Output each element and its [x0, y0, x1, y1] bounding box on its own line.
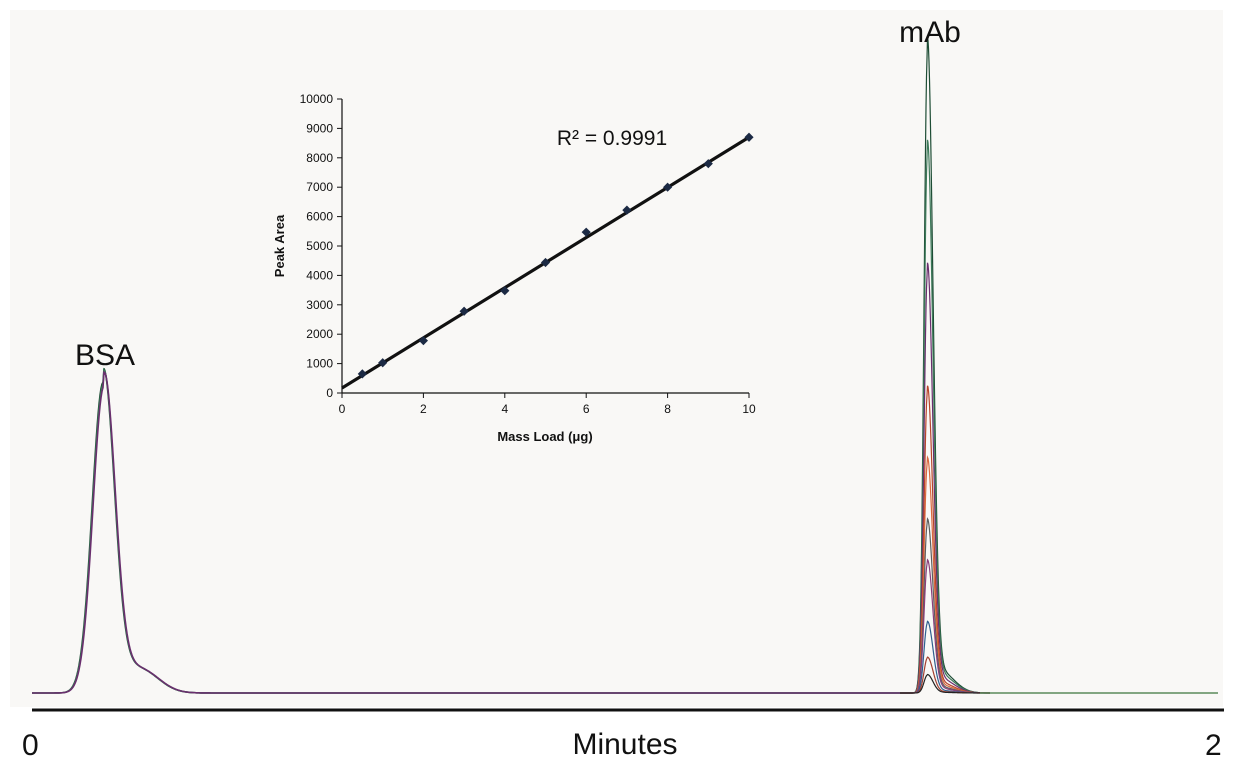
inset-data-point: [459, 306, 469, 316]
inset-y-tick-label: 4000: [306, 268, 333, 282]
inset-data-point: [581, 227, 591, 237]
inset-y-tick-label: 8000: [306, 151, 333, 165]
inset-data-point: [500, 286, 510, 296]
inset-data-point: [357, 369, 367, 379]
inset-x-ticks: 0 2 4 6 8 10: [339, 393, 756, 416]
inset-y-tick-label: 1000: [306, 357, 333, 371]
inset-x-tick-label: 0: [339, 402, 346, 416]
inset-y-tick-label: 5000: [306, 239, 333, 253]
time-axis-label-start: 0: [22, 729, 39, 762]
inset-y-tick-label: 7000: [306, 180, 333, 194]
time-axis-label-end: 2: [1205, 729, 1222, 762]
r-squared-annotation: R² = 0.9991: [557, 127, 667, 150]
chromatogram-background: [10, 10, 1223, 707]
inset-data-point: [378, 358, 388, 368]
inset-y-tick-label: 9000: [306, 121, 333, 135]
inset-x-tick-label: 2: [420, 402, 427, 416]
inset-data-point: [663, 182, 673, 192]
inset-y-tick-label: 6000: [306, 210, 333, 224]
inset-y-ticks: 0 1000 2000 3000 4000 5000 6000 7000 8000 9000 100…: [300, 92, 342, 400]
inset-y-tick-label: 0: [326, 386, 333, 400]
chromatogram-traces: [32, 37, 1218, 694]
inset-data-points: [357, 132, 754, 379]
inset-data-point: [622, 205, 632, 215]
inset-calibration-chart: 0100020003000400050006000700080009000100…: [272, 92, 756, 444]
inset-data-point: [703, 159, 713, 169]
inset-y-tick-label: 2000: [306, 327, 333, 341]
inset-x-axis-title: Mass Load (μg): [497, 429, 592, 444]
inset-data-point: [418, 336, 428, 346]
inset-data-point: [744, 132, 754, 142]
mab-peak-label: mAb: [899, 16, 961, 49]
inset-x-tick-label: 4: [501, 402, 508, 416]
inset-y-axis-title: Peak Area: [272, 214, 287, 277]
inset-x-tick-label: 6: [583, 402, 590, 416]
inset-x-tick-label: 8: [664, 402, 671, 416]
inset-y-tick-label: 10000: [300, 92, 334, 106]
inset-x-tick-label: 10: [742, 402, 756, 416]
inset-data-point: [540, 257, 551, 268]
time-axis-title: Minutes: [572, 728, 677, 761]
bsa-peak-trace: [32, 370, 900, 694]
bsa-peak-label: BSA: [75, 339, 135, 372]
inset-y-tick-label: 3000: [306, 298, 333, 312]
mab-peak-trace: [900, 673, 990, 694]
